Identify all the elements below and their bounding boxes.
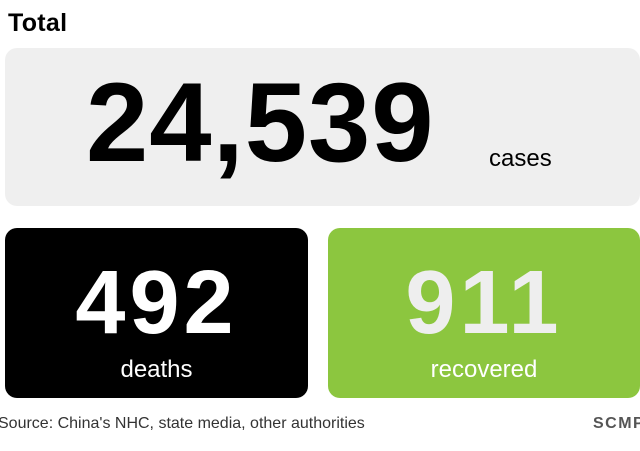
deaths-value: 492 [75,253,238,353]
deaths-label: deaths [120,356,193,383]
page-title: Total [8,9,68,37]
total-cases-label: cases [489,145,552,172]
recovered-value: 911 [405,253,563,353]
recovered-card: 911 recovered [328,228,640,398]
recovered-label: recovered [430,356,538,383]
total-cases-card [5,48,640,206]
source-note: Source: China's NHC, state media, other … [0,415,365,432]
brand-logo-text: SCMP [593,415,640,432]
deaths-card: 492 deaths [5,228,308,398]
total-cases-value: 24,539 [86,60,435,185]
